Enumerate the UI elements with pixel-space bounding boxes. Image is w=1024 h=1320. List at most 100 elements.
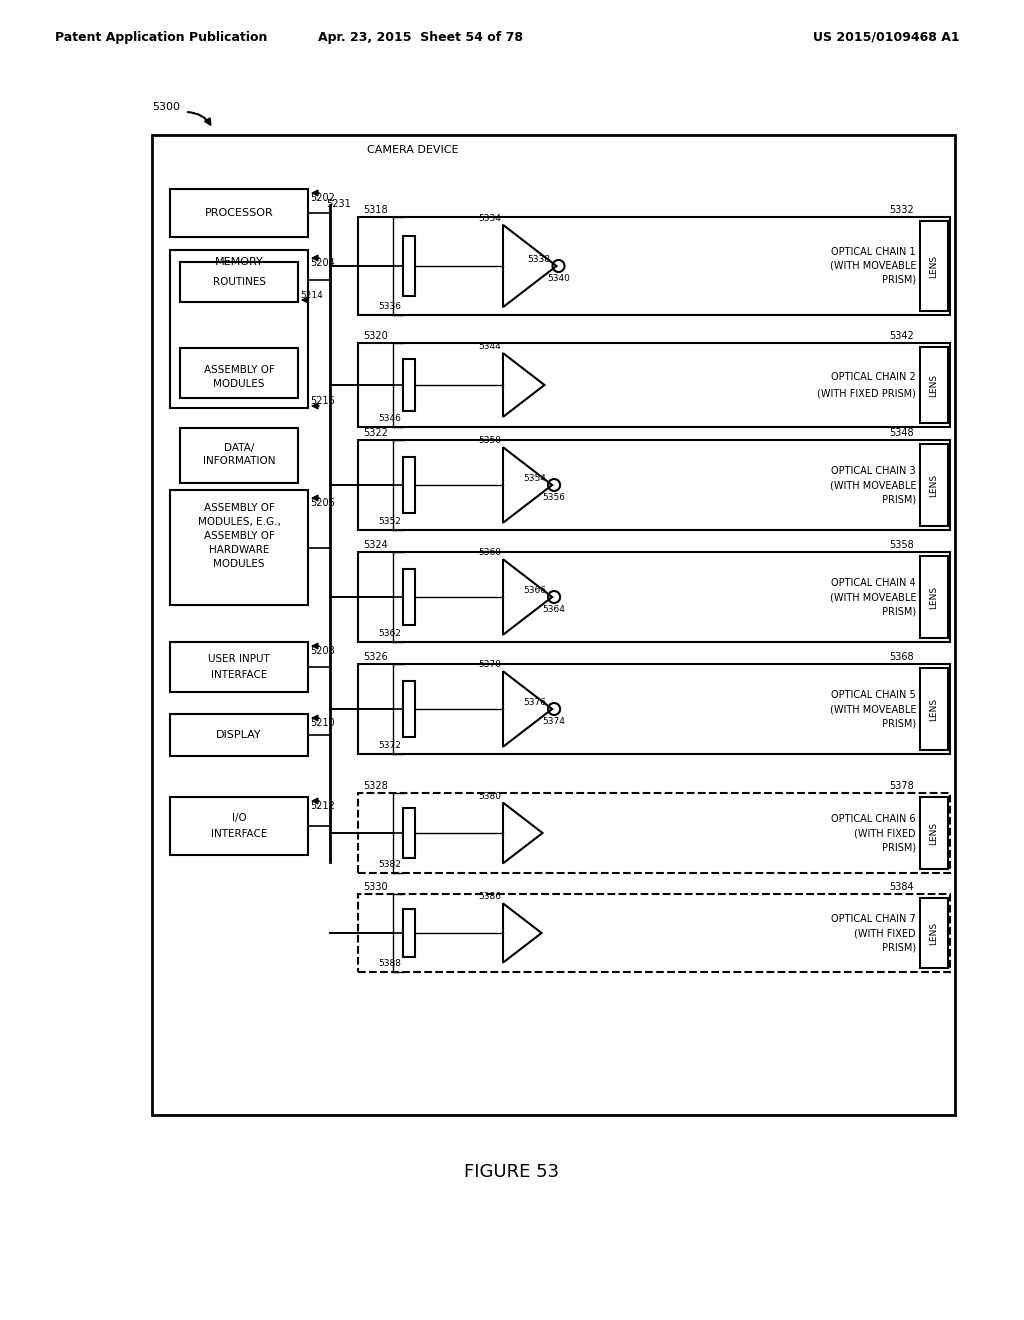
Text: LENS: LENS <box>930 374 939 396</box>
Text: (WITH MOVEABLE: (WITH MOVEABLE <box>829 261 916 271</box>
Bar <box>920 668 948 750</box>
Text: 5370: 5370 <box>478 660 501 669</box>
Text: ASSEMBLY OF: ASSEMBLY OF <box>204 503 274 513</box>
Bar <box>920 444 948 525</box>
Text: 5210: 5210 <box>310 718 335 729</box>
Text: 5216: 5216 <box>310 396 335 407</box>
Text: MEMORY: MEMORY <box>215 257 263 267</box>
Text: (WITH FIXED: (WITH FIXED <box>854 928 916 939</box>
Text: LENS: LENS <box>930 921 939 945</box>
Text: 5356: 5356 <box>543 492 565 502</box>
Text: 5208: 5208 <box>310 645 335 656</box>
Text: 5366: 5366 <box>523 586 546 595</box>
Text: 5368: 5368 <box>890 652 914 663</box>
Text: 5344: 5344 <box>478 342 501 351</box>
Text: MODULES: MODULES <box>213 558 265 569</box>
Bar <box>920 898 948 968</box>
Text: LENS: LENS <box>930 697 939 721</box>
Bar <box>920 556 948 638</box>
Bar <box>358 216 950 315</box>
Text: OPTICAL CHAIN 6: OPTICAL CHAIN 6 <box>831 814 916 824</box>
Text: INTERFACE: INTERFACE <box>211 671 267 680</box>
Text: 5202: 5202 <box>310 193 335 203</box>
Text: 5372: 5372 <box>378 741 401 750</box>
Text: FIGURE 53: FIGURE 53 <box>465 1163 559 1181</box>
Text: US 2015/0109468 A1: US 2015/0109468 A1 <box>813 30 961 44</box>
Text: DATA/: DATA/ <box>224 442 254 453</box>
Bar <box>920 797 948 869</box>
Bar <box>152 135 955 1115</box>
Text: 5336: 5336 <box>378 302 401 312</box>
Text: 5322: 5322 <box>362 428 388 438</box>
Text: PRISM): PRISM) <box>882 275 916 285</box>
Text: (WITH FIXED: (WITH FIXED <box>854 828 916 838</box>
Text: 5300: 5300 <box>152 102 180 112</box>
Text: 5358: 5358 <box>889 540 914 550</box>
Bar <box>403 569 415 624</box>
Bar <box>920 220 948 312</box>
Bar <box>170 642 308 692</box>
Text: 5376: 5376 <box>523 698 546 708</box>
Text: DISPLAY: DISPLAY <box>216 730 262 741</box>
Text: HARDWARE: HARDWARE <box>209 545 269 554</box>
Text: (WITH MOVEABLE: (WITH MOVEABLE <box>829 591 916 602</box>
Text: 5384: 5384 <box>890 882 914 892</box>
Bar <box>920 347 948 422</box>
Text: LENS: LENS <box>930 586 939 609</box>
Bar <box>403 908 415 957</box>
Bar <box>170 189 308 238</box>
Text: (WITH MOVEABLE: (WITH MOVEABLE <box>829 480 916 490</box>
Text: OPTICAL CHAIN 3: OPTICAL CHAIN 3 <box>831 466 916 477</box>
Bar <box>358 552 950 642</box>
Text: 5346: 5346 <box>378 414 401 422</box>
Text: I/O: I/O <box>231 813 247 822</box>
Text: 5204: 5204 <box>310 257 335 268</box>
Bar <box>358 343 950 426</box>
Text: 5318: 5318 <box>362 205 388 215</box>
Text: LENS: LENS <box>930 474 939 496</box>
Text: 5380: 5380 <box>478 792 501 801</box>
Bar <box>170 249 308 408</box>
Text: USER INPUT: USER INPUT <box>208 653 270 664</box>
Text: OPTICAL CHAIN 5: OPTICAL CHAIN 5 <box>831 690 916 700</box>
Text: 5350: 5350 <box>478 436 501 445</box>
Text: 5348: 5348 <box>890 428 914 438</box>
Text: (WITH MOVEABLE: (WITH MOVEABLE <box>829 704 916 714</box>
Text: OPTICAL CHAIN 7: OPTICAL CHAIN 7 <box>831 913 916 924</box>
Bar <box>180 428 298 483</box>
Text: 5334: 5334 <box>478 214 501 223</box>
Text: (WITH FIXED PRISM): (WITH FIXED PRISM) <box>817 388 916 399</box>
Text: ROUTINES: ROUTINES <box>213 277 265 286</box>
Text: 5330: 5330 <box>362 882 388 892</box>
Bar <box>403 359 415 411</box>
Text: PRISM): PRISM) <box>882 718 916 729</box>
Bar <box>358 894 950 972</box>
Bar <box>358 664 950 754</box>
Text: PRISM): PRISM) <box>882 842 916 851</box>
Text: Apr. 23, 2015  Sheet 54 of 78: Apr. 23, 2015 Sheet 54 of 78 <box>317 30 522 44</box>
Text: LENS: LENS <box>930 255 939 277</box>
Text: 5362: 5362 <box>378 630 401 638</box>
Text: 5342: 5342 <box>889 331 914 341</box>
Text: 5320: 5320 <box>362 331 388 341</box>
Text: 5231: 5231 <box>326 199 351 209</box>
Bar <box>403 808 415 858</box>
Bar <box>180 348 298 399</box>
Text: MODULES, E.G.,: MODULES, E.G., <box>198 517 281 527</box>
Text: 5340: 5340 <box>547 275 570 282</box>
Bar <box>170 714 308 756</box>
Text: 5328: 5328 <box>362 781 388 791</box>
Text: 5382: 5382 <box>378 861 401 869</box>
Text: 5386: 5386 <box>478 892 501 902</box>
Text: 5212: 5212 <box>310 801 335 810</box>
Bar <box>170 490 308 605</box>
Text: LENS: LENS <box>930 821 939 845</box>
Text: 5324: 5324 <box>362 540 388 550</box>
Bar <box>180 261 298 302</box>
Text: PRISM): PRISM) <box>882 494 916 504</box>
Text: 5326: 5326 <box>362 652 388 663</box>
Text: 5214: 5214 <box>300 290 323 300</box>
Text: INFORMATION: INFORMATION <box>203 457 275 466</box>
Text: 5374: 5374 <box>543 717 565 726</box>
Text: CAMERA DEVICE: CAMERA DEVICE <box>367 145 459 154</box>
